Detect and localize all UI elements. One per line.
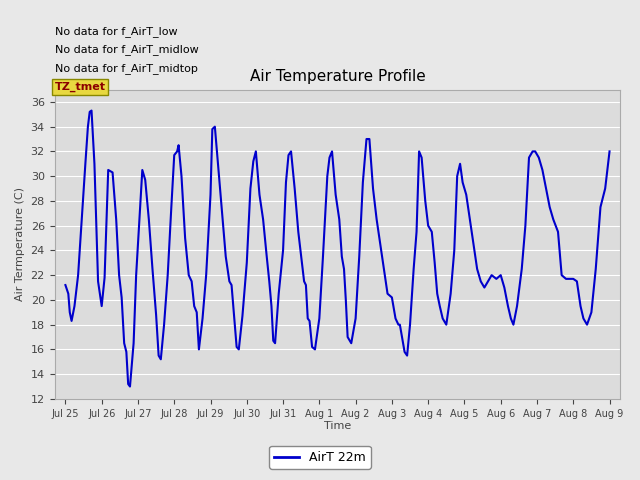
Text: No data for f_AirT_midtop: No data for f_AirT_midtop (54, 63, 197, 74)
X-axis label: Time: Time (324, 421, 351, 432)
Text: No data for f_AirT_low: No data for f_AirT_low (54, 26, 177, 37)
Text: No data for f_AirT_midlow: No data for f_AirT_midlow (54, 45, 198, 55)
Text: TZ_tmet: TZ_tmet (54, 82, 106, 92)
Title: Air Temperature Profile: Air Temperature Profile (250, 69, 426, 84)
Legend: AirT 22m: AirT 22m (269, 446, 371, 469)
Y-axis label: Air Termperature (C): Air Termperature (C) (15, 187, 25, 301)
